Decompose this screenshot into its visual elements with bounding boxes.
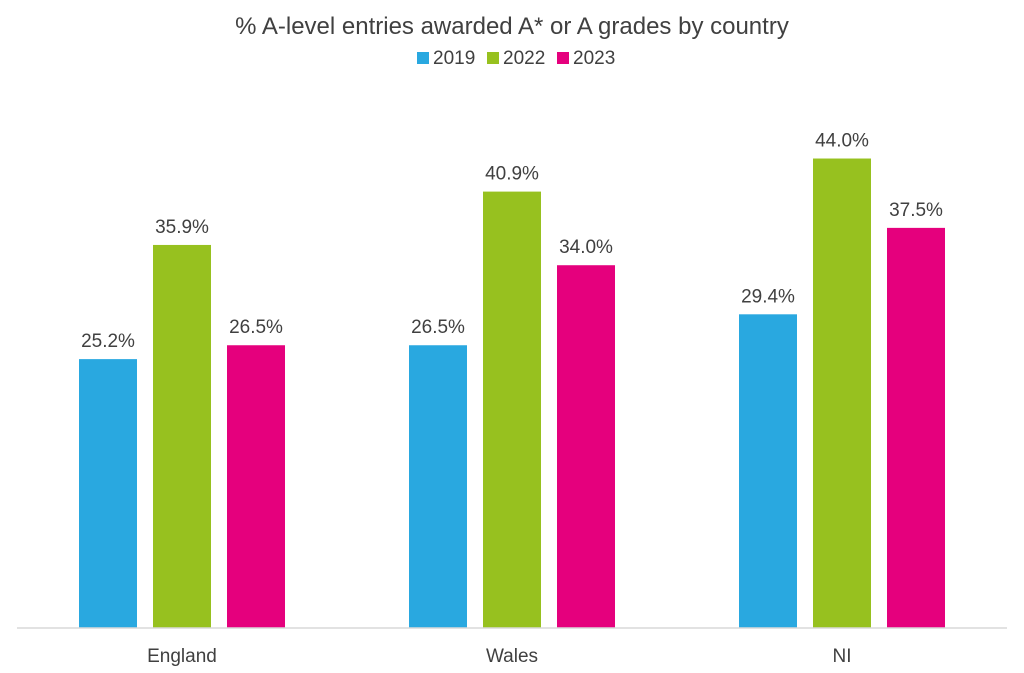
legend-label-2022: 2022 — [503, 48, 545, 69]
data-label-ni-2022: 44.0% — [815, 131, 869, 152]
legend-swatch-2022 — [487, 52, 499, 64]
x-tick-label-wales: Wales — [486, 646, 538, 667]
bar-wales-2019 — [409, 345, 467, 628]
bar-ni-2022 — [813, 158, 871, 628]
chart-title: % A-level entries awarded A* or A grades… — [235, 13, 789, 40]
data-label-wales-2019: 26.5% — [411, 317, 465, 338]
legend-label-2023: 2023 — [573, 48, 615, 69]
bar-england-2022 — [153, 244, 211, 628]
bars-group — [79, 158, 945, 629]
legend: 2019 2022 2023 — [417, 48, 615, 69]
data-labels-group: 25.2% 35.9% 26.5% 26.5% 40.9% 34.0% 29.4% 44.0%… — [81, 131, 943, 353]
data-label-england-2019: 25.2% — [81, 331, 135, 352]
bar-england-2023 — [227, 345, 285, 628]
data-label-wales-2023: 34.0% — [559, 237, 613, 258]
x-tick-label-ni: NI — [833, 646, 852, 667]
data-label-wales-2022: 40.9% — [485, 164, 539, 185]
bar-ni-2023 — [887, 227, 945, 628]
x-tick-label-england: England — [147, 646, 217, 667]
legend-swatch-2023 — [557, 52, 569, 64]
legend-swatch-2019 — [417, 52, 429, 64]
data-label-england-2022: 35.9% — [155, 217, 209, 238]
bar-wales-2022 — [483, 191, 541, 629]
bar-england-2019 — [79, 359, 137, 628]
data-label-ni-2023: 37.5% — [889, 200, 943, 221]
bar-wales-2023 — [557, 265, 615, 628]
x-axis: England Wales NI — [17, 627, 1007, 667]
data-label-england-2023: 26.5% — [229, 317, 283, 338]
bar-ni-2019 — [739, 314, 797, 628]
data-label-ni-2019: 29.4% — [741, 286, 795, 307]
legend-label-2019: 2019 — [433, 48, 475, 69]
